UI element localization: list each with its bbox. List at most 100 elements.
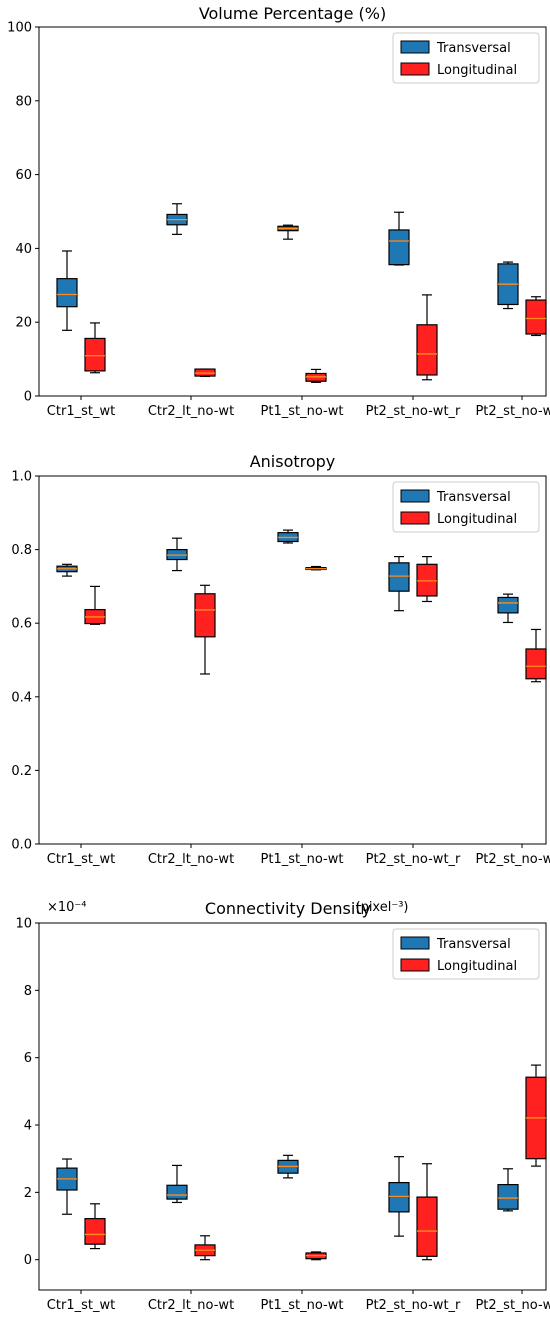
box-transversal-1 <box>56 563 78 577</box>
box-body <box>497 1184 519 1210</box>
y-tick-label: 60 <box>15 168 32 183</box>
box-transversal-5 <box>497 261 519 310</box>
box-longitudinal-1 <box>84 1203 106 1250</box>
legend-label-longitudinal: Longitudinal <box>437 959 517 974</box>
y-tick-label: 0.0 <box>11 838 32 853</box>
chart-panel-2: Anisotropy 0.0 0.2 0.4 0.6 0.8 1.0 Ctr1_st_wt Ct… <box>11 452 550 867</box>
x-tick-label: Pt2_st_no-wt_r <box>366 1298 461 1313</box>
box-body <box>56 278 78 308</box>
box-transversal-5 <box>497 1168 519 1212</box>
legend-swatch-transversal <box>400 489 430 503</box>
legend-label-transversal: Transversal <box>436 41 511 56</box>
x-tick-label: Ctr1_st_wt <box>47 404 115 419</box>
box-transversal-4 <box>388 555 410 612</box>
legend-label-longitudinal: Longitudinal <box>437 63 517 78</box>
x-tick-label: Ctr1_st_wt <box>47 852 115 867</box>
box-body <box>416 563 438 597</box>
chart-panel-1: Volume Percentage (%) 0 20 40 60 80 100 Ctr1_st… <box>7 4 550 419</box>
y-tick-label: 40 <box>15 242 32 257</box>
box-transversal-1 <box>56 1158 78 1215</box>
box-body <box>416 1196 438 1257</box>
legend-label-longitudinal: Longitudinal <box>437 512 517 527</box>
legend-swatch-longitudinal <box>400 958 430 972</box>
y-tick-label: 0 <box>24 390 32 405</box>
legend-swatch-transversal <box>400 40 430 54</box>
box-longitudinal-2 <box>194 584 216 675</box>
x-tick-label: Ctr2_lt_no-wt <box>148 404 234 419</box>
box-longitudinal-3 <box>305 565 327 571</box>
box-transversal-4 <box>388 1156 410 1237</box>
y-tick-label: 0.8 <box>11 543 32 558</box>
box-body <box>497 596 519 614</box>
y-tick-label: 10 <box>15 917 32 932</box>
y-tick-label: 100 <box>7 21 32 36</box>
box-body <box>525 299 547 335</box>
x-tick-label: Pt1_st_no-wt <box>261 852 344 867</box>
box-longitudinal-1 <box>84 585 106 625</box>
legend-swatch-longitudinal <box>400 511 430 525</box>
chart-title: Volume Percentage (%) <box>199 4 386 23</box>
legend: Transversal Longitudinal <box>392 481 540 533</box>
box-body <box>194 593 216 638</box>
box-longitudinal-3 <box>305 1251 327 1261</box>
x-tick-label: Pt2_st_no-wt_l <box>475 1298 550 1313</box>
box-transversal-5 <box>497 593 519 624</box>
box-longitudinal-1 <box>84 322 106 374</box>
chart-panel-3: Connectivity Density(pixel⁻³) ×10⁻⁴ 0 2 4 6 8 1… <box>15 899 550 1313</box>
x-tick-label: Pt1_st_no-wt <box>261 404 344 419</box>
legend-label-transversal: Transversal <box>436 490 511 505</box>
y-tick-label: 0.4 <box>11 690 32 705</box>
box-longitudinal-5 <box>525 1064 547 1167</box>
x-tick-label: Ctr2_lt_no-wt <box>148 1298 234 1313</box>
box-body <box>166 1184 188 1200</box>
box-longitudinal-3 <box>305 368 327 383</box>
box-transversal-3 <box>277 1154 299 1179</box>
box-body <box>388 229 410 266</box>
box-body <box>525 648 547 680</box>
x-tick-label: Pt1_st_no-wt <box>261 1298 344 1313</box>
legend: Transversal Longitudinal <box>392 928 540 980</box>
box-transversal-2 <box>166 537 188 572</box>
y-tick-label: 2 <box>24 1186 32 1201</box>
x-tick-label: Pt2_st_no-wt_l <box>475 852 550 867</box>
box-transversal-3 <box>277 224 299 240</box>
box-body <box>416 324 438 376</box>
legend-swatch-transversal <box>400 936 430 950</box>
box-transversal-2 <box>166 1164 188 1204</box>
box-longitudinal-5 <box>525 296 547 337</box>
box-transversal-4 <box>388 211 410 266</box>
legend-swatch-longitudinal <box>400 62 430 76</box>
box-longitudinal-2 <box>194 1235 216 1261</box>
chart-title: Connectivity Density <box>205 899 371 918</box>
x-tick-label: Pt2_st_no-wt_r <box>366 404 461 419</box>
y-tick-label: 8 <box>24 984 32 999</box>
box-body <box>388 1181 410 1213</box>
x-tick-label: Pt2_st_no-wt_l <box>475 404 550 419</box>
y-axis-exponent-label: ×10⁻⁴ <box>47 900 87 915</box>
y-tick-label: 6 <box>24 1051 32 1066</box>
plot-frame <box>38 26 547 397</box>
box-body <box>84 1218 106 1245</box>
x-tick-label: Ctr2_lt_no-wt <box>148 852 234 867</box>
box-transversal-1 <box>56 250 78 331</box>
y-tick-label: 80 <box>15 94 32 109</box>
x-tick-label: Ctr1_st_wt <box>47 1298 115 1313</box>
legend-label-transversal: Transversal <box>436 937 511 952</box>
box-body <box>388 562 410 592</box>
box-transversal-2 <box>166 203 188 235</box>
x-tick-label: Pt2_st_no-wt_r <box>366 852 461 867</box>
box-transversal-3 <box>277 529 299 544</box>
legend: Transversal Longitudinal <box>392 32 540 84</box>
box-longitudinal-4 <box>416 294 438 381</box>
chart-title: Anisotropy <box>250 452 336 471</box>
y-tick-label: 4 <box>24 1119 32 1134</box>
box-longitudinal-5 <box>525 628 547 683</box>
box-body <box>84 337 106 372</box>
y-tick-label: 20 <box>15 316 32 331</box>
box-longitudinal-2 <box>194 368 216 378</box>
y-tick-label: 0 <box>24 1253 32 1268</box>
chart-title-unit: (pixel⁻³) <box>356 900 409 915</box>
box-longitudinal-4 <box>416 555 438 603</box>
box-longitudinal-4 <box>416 1163 438 1261</box>
